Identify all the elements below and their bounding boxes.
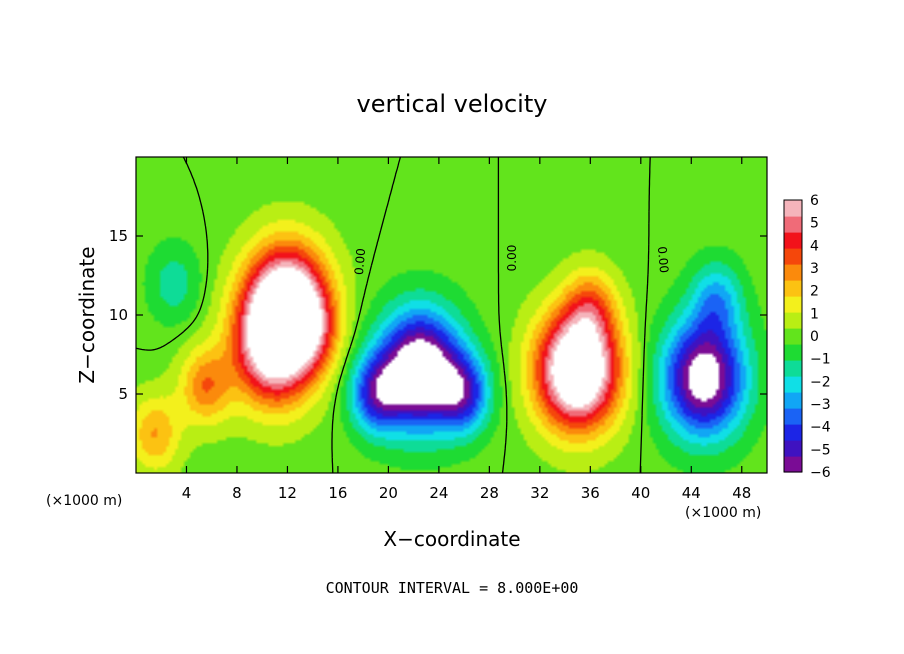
x-tick-label: 48 bbox=[732, 484, 751, 502]
y-tick-label: 15 bbox=[109, 227, 128, 245]
colorbar-swatch bbox=[784, 376, 802, 393]
colorbar-swatch bbox=[784, 200, 802, 217]
x-tick-label: 20 bbox=[379, 484, 398, 502]
colorbar-label: −4 bbox=[810, 420, 831, 436]
x-tick-label: 12 bbox=[278, 484, 297, 502]
colorbar-swatch bbox=[784, 440, 802, 457]
colorbar-swatch bbox=[784, 280, 802, 297]
colorbar-label: 4 bbox=[810, 238, 819, 254]
x-tick-label: 24 bbox=[429, 484, 448, 502]
colorbar-swatch bbox=[784, 248, 802, 265]
colorbar-label: 0 bbox=[810, 329, 819, 345]
colorbar-swatch bbox=[784, 456, 802, 473]
zero-contour bbox=[135, 156, 651, 474]
colorbar-label: −5 bbox=[810, 442, 831, 458]
colorbar-swatch bbox=[784, 424, 802, 441]
colorbar-frame bbox=[783, 199, 803, 473]
colorbar-swatch bbox=[784, 328, 802, 345]
colorbar-label: 1 bbox=[810, 306, 819, 322]
colorbar-label: −1 bbox=[810, 352, 831, 368]
colorbar-label: 2 bbox=[810, 284, 819, 300]
contour-lines bbox=[135, 156, 651, 474]
x-tick-labels: 4 8 12 16 20 24 28 32 36 40 44 48 bbox=[182, 484, 752, 502]
colorbar-swatch bbox=[784, 344, 802, 361]
y-tick-label: 10 bbox=[109, 306, 128, 324]
colorbar-swatch bbox=[784, 232, 802, 249]
x-tick-label: 28 bbox=[480, 484, 499, 502]
colorbar-label: −3 bbox=[810, 397, 831, 413]
colorbar-swatch bbox=[784, 392, 802, 409]
colorbar-swatch bbox=[784, 312, 802, 329]
colorbar-swatch bbox=[784, 360, 802, 377]
x-units-right: (×1000 m) bbox=[685, 505, 761, 521]
y-tick-labels: 5 10 15 bbox=[109, 227, 128, 403]
y-tick-label: 5 bbox=[118, 385, 128, 403]
colorbar-label: 6 bbox=[810, 193, 819, 209]
contour-label-2: 0.00 bbox=[505, 245, 519, 272]
x-tick-label: 40 bbox=[631, 484, 650, 502]
x-tick-label: 4 bbox=[182, 484, 192, 502]
colorbar-labels: 6 5 4 3 2 1 0 −1 −2 −3 −4 −5 −6 bbox=[810, 193, 831, 481]
chart-title: vertical velocity bbox=[357, 90, 548, 118]
x-tick-label: 16 bbox=[328, 484, 347, 502]
axis-ticks bbox=[136, 157, 767, 473]
colorbar-label: 5 bbox=[810, 216, 819, 232]
x-units-left: (×1000 m) bbox=[46, 493, 122, 509]
contour-interval-text: CONTOUR INTERVAL = 8.000E+00 bbox=[326, 579, 579, 597]
colorbar-label: 3 bbox=[810, 261, 819, 277]
x-tick-label: 36 bbox=[581, 484, 600, 502]
colorbar-label: −2 bbox=[810, 374, 831, 390]
contour-label-1: 0.00 bbox=[352, 248, 368, 276]
colorbar-swatch bbox=[784, 216, 802, 233]
x-axis-label: X−coordinate bbox=[383, 527, 520, 551]
velocity-field-image bbox=[136, 157, 767, 473]
x-tick-label: 44 bbox=[682, 484, 701, 502]
x-tick-label: 8 bbox=[232, 484, 242, 502]
colorbar bbox=[783, 199, 803, 473]
heatmap-field bbox=[136, 157, 767, 473]
colorbar-swatch bbox=[784, 296, 802, 313]
colorbar-swatch bbox=[784, 264, 802, 281]
contour-label-3: 0.00 bbox=[655, 246, 671, 274]
colorbar-label: −6 bbox=[810, 465, 831, 481]
x-tick-label: 32 bbox=[530, 484, 549, 502]
colorbar-swatch bbox=[784, 408, 802, 425]
y-axis-label: Z−coordinate bbox=[75, 246, 99, 383]
